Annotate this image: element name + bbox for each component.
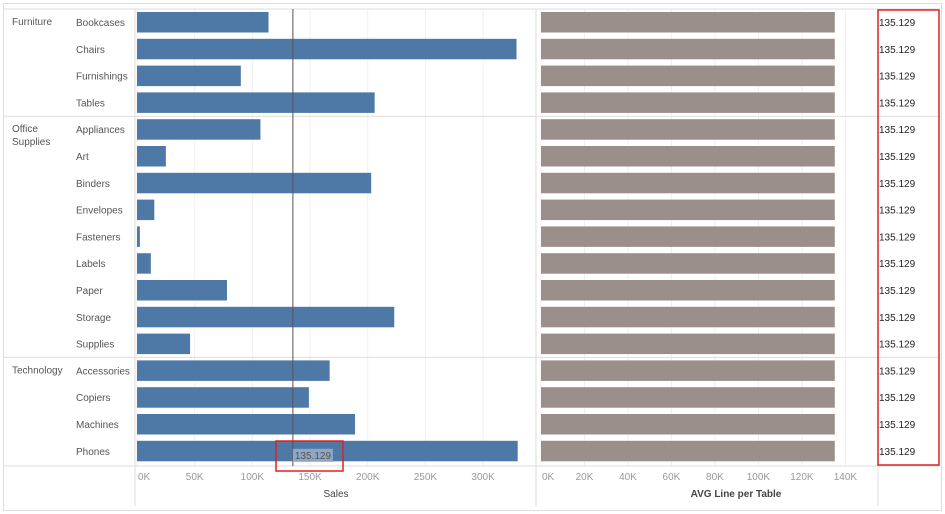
category-label: Tables [76,98,105,109]
tick-label: 0K [542,472,555,483]
tick-label: 50K [186,472,204,483]
bar-avg-line-per-table [541,226,835,247]
group-label: Office [12,124,38,135]
category-label: Appliances [76,125,125,136]
axis-title: AVG Line per Table [691,489,782,500]
bar-avg-line-per-table [541,360,835,381]
group-label: Supplies [12,137,50,148]
data-label: 135.129 [879,286,916,297]
bar-avg-line-per-table [541,414,835,435]
tick-label: 120K [790,472,814,483]
bar-avg-line-per-table [541,119,835,140]
bar-sales [137,65,241,87]
reference-label-bg [292,448,333,462]
data-label: 135.129 [879,72,916,83]
tick-label: 0K [138,472,151,483]
bar-sales [137,172,372,194]
bar-avg-line-per-table [541,306,835,328]
data-label: 135.129 [879,45,916,56]
bar-sales [137,38,517,60]
tick-label: 40K [619,472,637,483]
bar-sales [137,146,166,167]
category-label: Paper [76,286,103,297]
bar-sales [137,226,140,247]
bar-sales [137,253,151,274]
data-label: 135.129 [879,125,916,136]
data-label: 135.129 [879,206,916,217]
tick-label: 60K [663,472,681,483]
data-label: 135.129 [879,393,916,404]
bar-avg-line-per-table [541,280,835,301]
highlight-box [275,440,344,472]
category-label: Machines [76,420,119,431]
data-label: 135.129 [879,179,916,190]
bar-sales [137,12,269,33]
data-label: 135.129 [879,366,916,377]
bar-sales [137,387,309,408]
bar-avg-line-per-table [541,440,835,462]
tick-label: 80K [706,472,724,483]
tick-label: 100K [241,472,265,483]
category-label: Bookcases [76,18,125,29]
tick-label: 200K [356,472,380,483]
category-label: Chairs [76,45,105,56]
bar-avg-line-per-table [541,65,835,87]
bar-sales [137,360,330,381]
data-label: 135.129 [879,340,916,351]
bar-sales [137,119,261,140]
axis-title: Sales [323,489,348,500]
category-label: Supplies [76,340,114,351]
data-label: 135.129 [879,313,916,324]
tick-label: 300K [471,472,495,483]
category-label: Accessories [76,366,130,377]
data-label: 135.129 [879,232,916,243]
data-label: 135.129 [879,447,916,458]
bar-avg-line-per-table [541,387,835,408]
reference-line-label: 135.129 [295,451,332,462]
highlight-box [877,9,940,466]
category-label: Binders [76,179,110,190]
category-label: Labels [76,259,105,270]
bar-avg-line-per-table [541,253,835,274]
data-label: 135.129 [879,259,916,270]
bar-avg-line-per-table [541,38,835,60]
category-label: Envelopes [76,206,123,217]
data-label: 135.129 [879,18,916,29]
bar-avg-line-per-table [541,146,835,167]
bar-sales [137,199,155,221]
tick-label: 20K [576,472,594,483]
bar-avg-line-per-table [541,199,835,221]
tick-label: 140K [834,472,858,483]
data-label: 135.129 [879,420,916,431]
category-label: Fasteners [76,232,120,243]
category-label: Storage [76,313,111,324]
category-label: Phones [76,447,110,458]
chart-frame [3,3,942,511]
group-label: Technology [12,365,63,376]
bar-sales [137,333,191,355]
tick-label: 250K [414,472,438,483]
group-label: Furniture [12,17,52,28]
bar-sales [137,414,356,435]
bar-avg-line-per-table [541,333,835,355]
bar-sales [137,306,395,328]
bar-avg-line-per-table [541,172,835,194]
category-label: Furnishings [76,72,128,83]
bar-avg-line-per-table [541,12,835,33]
tick-label: 100K [747,472,771,483]
data-label: 135.129 [879,152,916,163]
bar-avg-line-per-table [541,92,835,113]
bar-sales [137,92,375,113]
bar-sales [137,280,227,301]
data-label: 135.129 [879,98,916,109]
category-label: Copiers [76,393,110,404]
category-label: Art [76,152,89,163]
tick-label: 150K [298,472,322,483]
